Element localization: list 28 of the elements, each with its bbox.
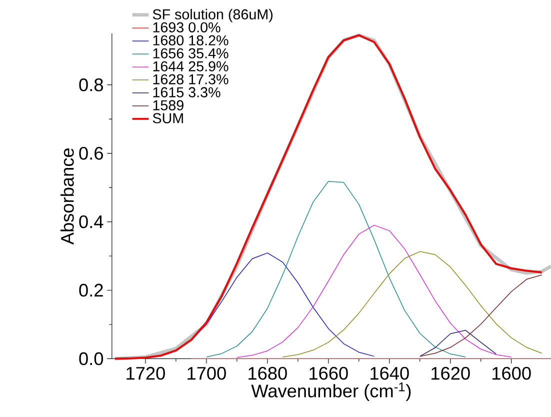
y-tick-label: 0.2 bbox=[79, 284, 103, 297]
legend-label: 1644 25.9% bbox=[153, 61, 228, 72]
legend-label: 1693 0.0% bbox=[153, 22, 220, 32]
legend-label: SUM bbox=[152, 113, 183, 124]
x-tick-label: 1600 bbox=[492, 366, 531, 380]
legend-label: 1656 35.4% bbox=[153, 48, 228, 58]
x-tick-label: 1620 bbox=[432, 366, 470, 380]
line-series bbox=[420, 330, 496, 357]
x-axis-title: Wavenumber (cm$^{-1}$) bbox=[251, 382, 411, 401]
x-tick-label: 1700 bbox=[188, 366, 226, 380]
line-series bbox=[282, 251, 542, 358]
legend-label: 1628 17.3% bbox=[153, 74, 228, 84]
y-axis-title: Absorbance bbox=[60, 148, 74, 245]
line-series bbox=[420, 274, 542, 357]
line-series bbox=[236, 224, 512, 358]
x-tick-label: 1660 bbox=[310, 366, 348, 380]
x-tick-label: 1720 bbox=[126, 366, 165, 380]
y-tick-label: 0.8 bbox=[79, 78, 103, 92]
legend-label: SF solution (86uM) bbox=[152, 8, 273, 22]
x-tick-label: 1640 bbox=[370, 366, 409, 380]
legend-label: 1680 18.2% bbox=[153, 35, 228, 46]
legend-label: 1615 3.3% bbox=[153, 87, 220, 98]
y-tick-label: 0.4 bbox=[79, 215, 104, 228]
legend-label: 1589 bbox=[153, 100, 184, 110]
y-tick-label: 0.6 bbox=[79, 146, 103, 160]
y-tick-label: 0.0 bbox=[79, 352, 104, 366]
line-series bbox=[206, 180, 466, 358]
x-tick-label: 1680 bbox=[248, 366, 287, 380]
